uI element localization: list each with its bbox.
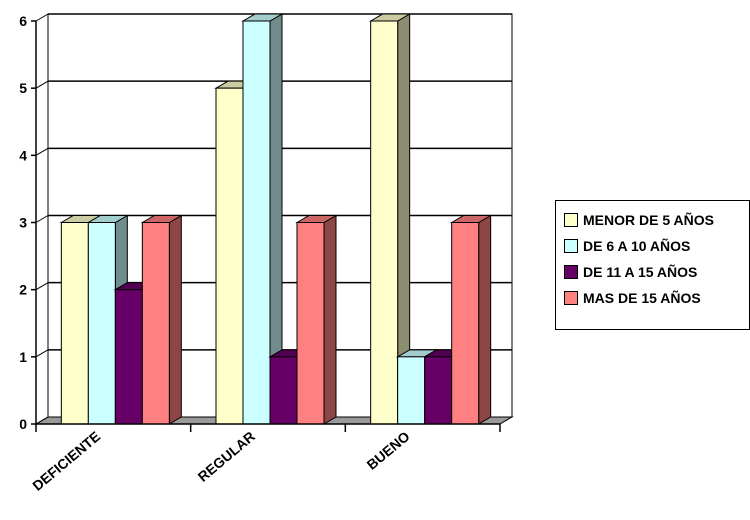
side-gridline	[35, 147, 49, 156]
bar-front	[60, 222, 89, 425]
legend-swatch	[564, 291, 578, 305]
bar-front	[141, 222, 170, 425]
x-tick-label: DEFICIENTE	[29, 428, 103, 494]
y-tick-label: 5	[19, 80, 27, 96]
legend-label: DE 11 A 15 AÑOS	[583, 264, 698, 280]
bar	[59, 214, 103, 425]
legend-label: MAS DE 15 AÑOS	[583, 290, 701, 306]
bar-front	[215, 87, 244, 425]
legend-label: DE 6 A 10 AÑOS	[583, 238, 691, 254]
side-gridline	[35, 416, 49, 425]
bar-front	[424, 356, 453, 425]
legend-item: DE 6 A 10 AÑOS	[556, 233, 749, 259]
legend-item: DE 11 A 15 AÑOS	[556, 259, 749, 285]
side-gridline	[35, 215, 49, 223]
bar-front	[269, 356, 298, 425]
side-gridline	[35, 80, 49, 89]
bar	[295, 214, 338, 425]
bar-front	[87, 222, 116, 425]
y-tick-label: 6	[19, 13, 27, 29]
x-tick-label: BUENO	[364, 428, 413, 473]
axes	[31, 20, 501, 432]
bar-front	[296, 222, 325, 425]
legend-item: MENOR DE 5 AÑOS	[556, 207, 749, 233]
side-gridline	[35, 13, 49, 22]
bar-front	[242, 20, 271, 425]
y-tick-label: 2	[19, 282, 27, 298]
y-tick-label: 3	[19, 215, 27, 231]
x-tick-label: REGULAR	[195, 428, 258, 485]
bar-front	[114, 289, 143, 425]
bar	[140, 214, 184, 425]
bar	[368, 13, 412, 425]
bar-front	[370, 20, 399, 425]
y-tick-label: 4	[19, 147, 27, 163]
bar-side	[168, 214, 182, 425]
bar	[449, 214, 493, 425]
bar-front	[397, 356, 426, 425]
y-tick-label: 0	[19, 416, 27, 432]
bar	[241, 13, 284, 425]
legend-label: MENOR DE 5 AÑOS	[583, 212, 714, 228]
side-gridline	[35, 349, 49, 358]
bar-side	[478, 214, 492, 425]
bar-side	[323, 214, 337, 425]
legend-swatch	[564, 265, 578, 279]
legend-swatch	[564, 239, 578, 253]
y-tick-label: 1	[19, 349, 27, 365]
side-gridline	[35, 282, 49, 291]
bars	[59, 13, 493, 425]
legend-item: MAS DE 15 AÑOS	[556, 285, 749, 311]
legend-swatch	[564, 213, 578, 227]
bar-front	[451, 222, 480, 425]
legend: MENOR DE 5 AÑOS DE 6 A 10 AÑOS DE 11 A 15 …	[555, 200, 750, 330]
